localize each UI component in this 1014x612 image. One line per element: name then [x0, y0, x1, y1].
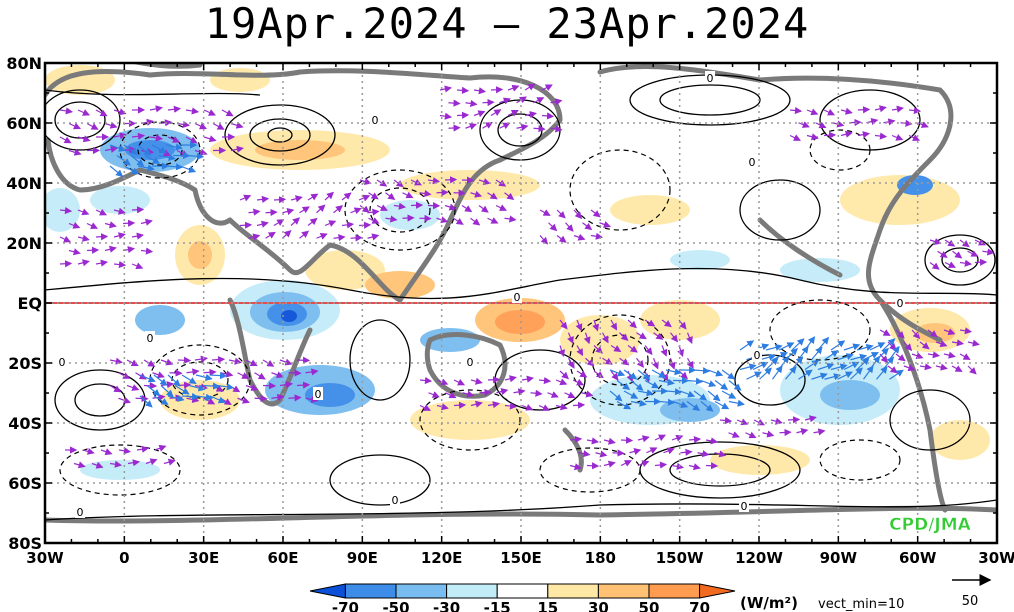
contour-zero-label: 0	[392, 494, 399, 507]
colorbar-units: (W/m²)	[740, 594, 798, 612]
contour-zero-label: 0	[897, 297, 904, 310]
contour-zero-label: 0	[749, 156, 756, 169]
colorbar-tick-label: -30	[433, 599, 460, 612]
colorbar-tick-label: 15	[537, 599, 558, 612]
lon-label-0: 30W	[26, 549, 64, 567]
colorbar-box	[648, 583, 701, 599]
lon-label-12: 30W	[978, 549, 1014, 567]
colorbar-tick-label: 70	[689, 599, 710, 612]
lat-label-40n: 40N	[6, 174, 42, 193]
lon-label-11: 60W	[899, 549, 937, 567]
lon-label-4: 90E	[347, 549, 378, 567]
axis-ticks	[44, 62, 998, 544]
reference-vector-label: 50	[962, 594, 979, 609]
lon-label-2: 30E	[188, 549, 219, 567]
colorbar-box	[597, 583, 650, 599]
lat-label-60n: 60N	[6, 114, 42, 133]
lon-label-9: 120W	[735, 549, 783, 567]
contour-zero-label: 0	[59, 356, 66, 369]
colorbar-tick-label: -15	[484, 599, 511, 612]
lat-label-20s: 20S	[8, 354, 42, 373]
colorbar-box	[395, 583, 448, 599]
contour-zero-label: 0	[707, 72, 714, 85]
contour-zero-label: 0	[147, 332, 154, 345]
lat-label-80n: 80N	[6, 54, 42, 73]
colorbar-high-extend	[699, 583, 736, 599]
colorbar: -70 -50 -30 -15 15 30 50 70	[309, 583, 736, 612]
contour-zero-label: 0	[741, 500, 748, 513]
credit-label: CPD/JMA	[889, 515, 971, 535]
contour-zero-label: 0	[372, 114, 379, 127]
latitude-labels: 80N 60N 40N 20N EQ 20S 40S 60S 80S	[6, 54, 42, 553]
contour-zero-labels: 0 0 0 0 0 0 0 0 0 0 0 0 0	[57, 71, 905, 519]
coastlines	[45, 63, 997, 524]
lon-label-3: 60E	[267, 549, 298, 567]
lat-label-40s: 40S	[8, 414, 42, 433]
map-title: 19Apr.2024 – 23Apr.2024	[204, 0, 810, 48]
flux-vectors	[59, 83, 995, 471]
lon-label-10: 90W	[820, 549, 858, 567]
colorbar-tick-label: -70	[332, 599, 359, 612]
colorbar-tick-label: -50	[382, 599, 409, 612]
colorbar-box	[344, 583, 397, 599]
lat-label-60s: 60S	[8, 474, 42, 493]
colorbar-box	[496, 583, 549, 599]
strong-flux-vectors	[109, 141, 904, 412]
lat-label-80s: 80S	[8, 534, 42, 553]
lat-label-eq: EQ	[17, 294, 42, 313]
colorbar-low-extend	[309, 583, 346, 599]
colorbar-box	[446, 583, 498, 599]
longitude-labels: 30W 0 30E 60E 90E 120E 150E 180 150W 120W 90W 60W 30…	[26, 549, 1014, 567]
lat-label-20n: 20N	[6, 234, 42, 253]
colorbar-box	[547, 583, 599, 599]
contour-zero-label: 0	[514, 291, 521, 304]
lon-label-8: 150W	[656, 549, 704, 567]
lon-label-6: 150E	[500, 549, 542, 567]
colorbar-tick-label: 50	[639, 599, 660, 612]
lon-label-1: 0	[119, 549, 129, 567]
vect-min-label: vect_min=10	[818, 597, 904, 612]
colorbar-tick-label: 30	[588, 599, 609, 612]
lon-label-7: 180	[585, 549, 616, 567]
contour-zero-label: 0	[467, 356, 474, 369]
contour-zero-label: 0	[754, 349, 761, 362]
lon-label-5: 120E	[421, 549, 463, 567]
contour-zero-label: 0	[77, 506, 84, 519]
contour-zero-label: 0	[315, 388, 322, 401]
